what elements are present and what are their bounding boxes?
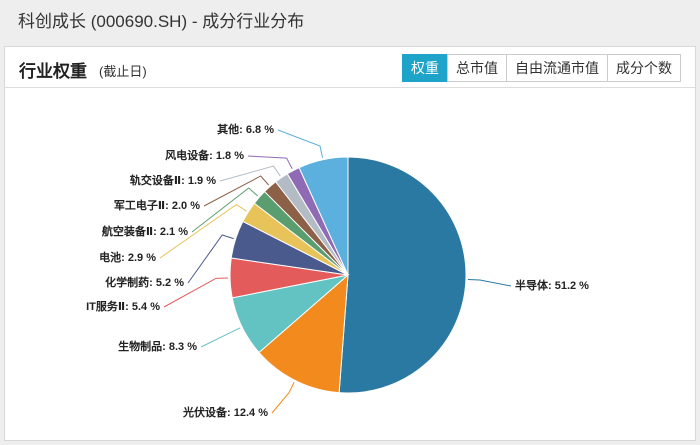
leader-line <box>187 234 234 284</box>
tabs: 权重 总市值 自由流通市值 成分个数 <box>402 54 681 82</box>
data-label: 生物制品: 8.3 % <box>118 339 197 353</box>
panel-subtitle: (截止日) <box>99 64 147 79</box>
leader-line <box>191 187 259 233</box>
tab[interactable]: 自由流通市值 <box>506 54 608 82</box>
leader-line <box>200 327 241 348</box>
leader-line <box>159 204 247 259</box>
data-label: 轨交设备Ⅱ: 1.9 % <box>130 173 216 187</box>
data-label: 光伏设备: 12.4 % <box>182 405 268 419</box>
data-label: 化学制药: 5.2 % <box>105 275 184 289</box>
tab[interactable]: 总市值 <box>447 54 507 82</box>
leader-line <box>247 155 293 170</box>
data-label: 航空装备Ⅱ: 2.1 % <box>102 224 188 238</box>
data-label: IT服务Ⅱ: 5.4 % <box>86 299 160 313</box>
leader-line <box>277 129 324 158</box>
data-label: 风电设备: 1.8 % <box>165 148 244 162</box>
tab[interactable]: 成分个数 <box>607 54 681 82</box>
data-label: 军工电子Ⅱ: 2.0 % <box>114 198 200 212</box>
leader-line <box>467 279 512 287</box>
separator <box>5 87 695 88</box>
leader-line <box>219 165 281 182</box>
panel-title: 行业权重 <box>19 62 87 81</box>
data-label: 电池: 2.9 % <box>99 250 156 264</box>
pie-slice <box>338 156 467 394</box>
pie-slice <box>258 273 349 394</box>
page-title: 科创成长 (000690.SH) - 成分行业分布 <box>18 12 305 31</box>
data-label: 其他: 6.8 % <box>217 122 274 136</box>
leader-line <box>271 382 295 414</box>
data-label: 半导体: 51.2 % <box>515 278 589 292</box>
pie-slice <box>298 156 349 276</box>
leader-line <box>163 277 229 308</box>
leader-line <box>203 175 270 207</box>
